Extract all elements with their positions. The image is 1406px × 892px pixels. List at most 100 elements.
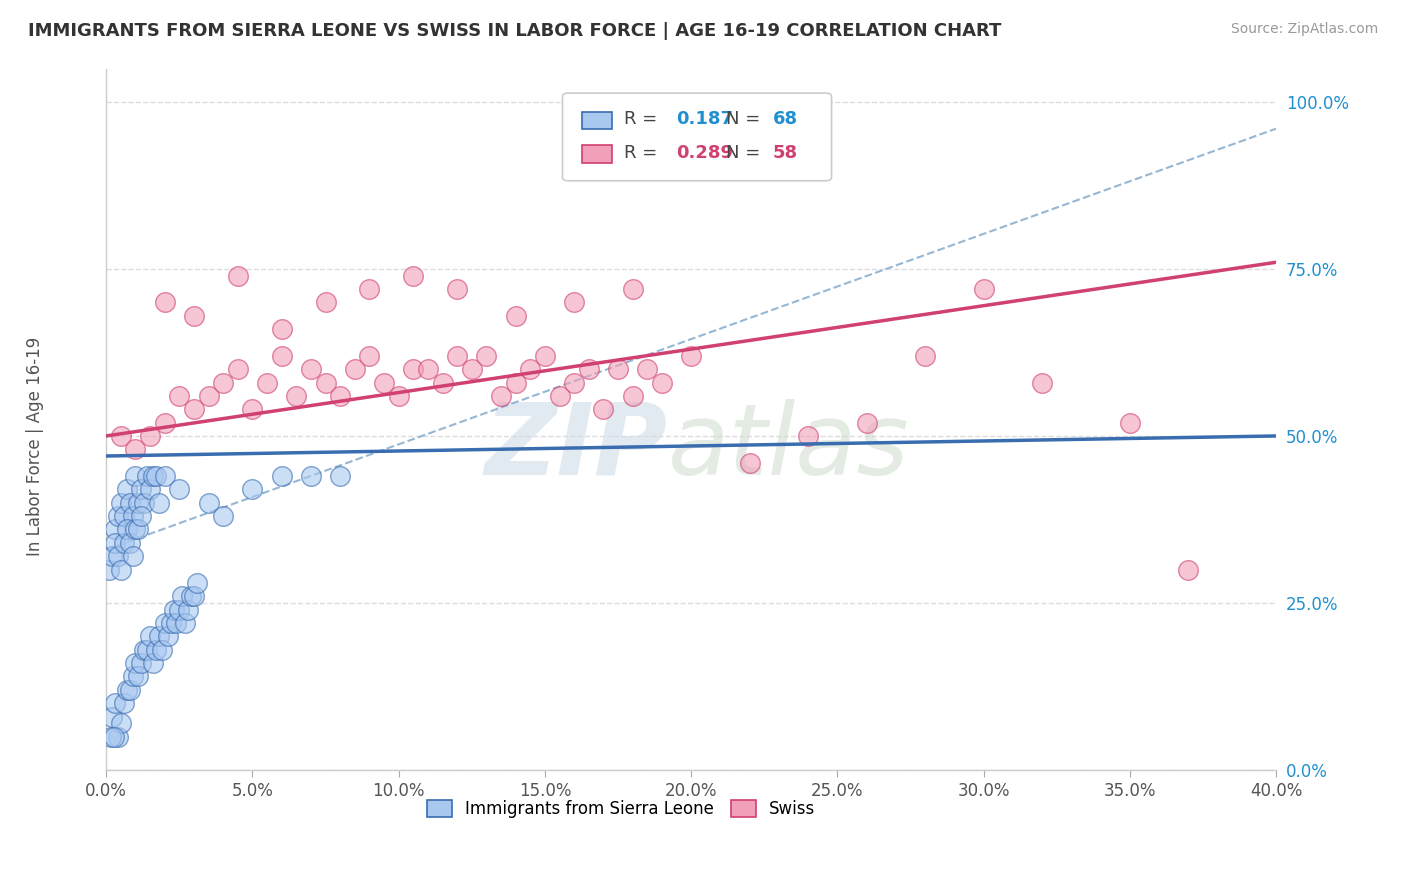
Point — [359, 282, 381, 296]
Point — [127, 523, 149, 537]
Legend: Immigrants from Sierra Leone, Swiss: Immigrants from Sierra Leone, Swiss — [420, 793, 823, 825]
Point — [315, 376, 337, 390]
Point — [855, 416, 877, 430]
Point — [914, 349, 936, 363]
Point — [174, 615, 197, 630]
Point — [107, 549, 129, 564]
Point — [139, 483, 162, 497]
Point — [226, 362, 249, 376]
Point — [636, 362, 658, 376]
Point — [212, 509, 235, 524]
Point — [242, 483, 264, 497]
Point — [127, 496, 149, 510]
Point — [115, 682, 138, 697]
Point — [121, 549, 143, 564]
Point — [100, 730, 122, 744]
Point — [134, 642, 156, 657]
Point — [101, 709, 124, 723]
Point — [124, 442, 146, 457]
Point — [388, 389, 411, 403]
Point — [180, 589, 202, 603]
Point — [446, 282, 468, 296]
Point — [270, 469, 292, 483]
Point — [112, 696, 135, 710]
Point — [107, 730, 129, 744]
Point — [475, 349, 498, 363]
Point — [131, 656, 153, 670]
Point — [172, 589, 194, 603]
Point — [118, 496, 141, 510]
Point — [104, 536, 127, 550]
Point — [197, 496, 219, 510]
Point — [101, 549, 124, 564]
Text: 68: 68 — [773, 110, 799, 128]
Point — [110, 496, 132, 510]
Point — [112, 536, 135, 550]
Point — [136, 469, 159, 483]
Point — [973, 282, 995, 296]
Point — [169, 602, 191, 616]
Point — [797, 429, 820, 443]
Text: N =: N = — [727, 110, 766, 128]
Point — [432, 376, 454, 390]
Point — [118, 682, 141, 697]
Point — [145, 642, 167, 657]
Point — [153, 615, 176, 630]
Point — [519, 362, 541, 376]
FancyBboxPatch shape — [582, 112, 612, 129]
Point — [150, 642, 173, 657]
Point — [256, 376, 278, 390]
Point — [103, 730, 125, 744]
Point — [153, 416, 176, 430]
Point — [607, 362, 630, 376]
Text: R =: R = — [624, 110, 664, 128]
FancyBboxPatch shape — [582, 145, 612, 163]
Point — [738, 456, 761, 470]
Point — [115, 483, 138, 497]
Point — [212, 376, 235, 390]
Point — [165, 615, 187, 630]
Text: Source: ZipAtlas.com: Source: ZipAtlas.com — [1230, 22, 1378, 37]
Point — [159, 615, 181, 630]
Point — [578, 362, 600, 376]
Point — [651, 376, 673, 390]
Point — [461, 362, 484, 376]
Point — [104, 523, 127, 537]
Point — [446, 349, 468, 363]
Point — [489, 389, 512, 403]
Point — [118, 536, 141, 550]
Point — [134, 496, 156, 510]
Point — [136, 642, 159, 657]
Point — [148, 496, 170, 510]
Point — [343, 362, 366, 376]
Point — [315, 295, 337, 310]
Point — [177, 602, 200, 616]
Point — [621, 282, 644, 296]
Text: 58: 58 — [773, 144, 799, 161]
Point — [1031, 376, 1053, 390]
Point — [156, 629, 179, 643]
Point — [162, 602, 184, 616]
Text: N =: N = — [727, 144, 766, 161]
Point — [127, 669, 149, 683]
Point — [402, 362, 425, 376]
Point — [148, 629, 170, 643]
Point — [329, 469, 352, 483]
Point — [110, 429, 132, 443]
FancyBboxPatch shape — [562, 93, 831, 181]
Point — [153, 295, 176, 310]
Point — [562, 295, 585, 310]
Point — [621, 389, 644, 403]
Point — [121, 669, 143, 683]
Point — [242, 402, 264, 417]
Point — [145, 469, 167, 483]
Point — [1119, 416, 1142, 430]
Point — [359, 349, 381, 363]
Point — [285, 389, 308, 403]
Text: ZIP: ZIP — [485, 399, 668, 496]
Point — [548, 389, 571, 403]
Point — [121, 509, 143, 524]
Point — [183, 402, 205, 417]
Point — [226, 268, 249, 283]
Point — [112, 509, 135, 524]
